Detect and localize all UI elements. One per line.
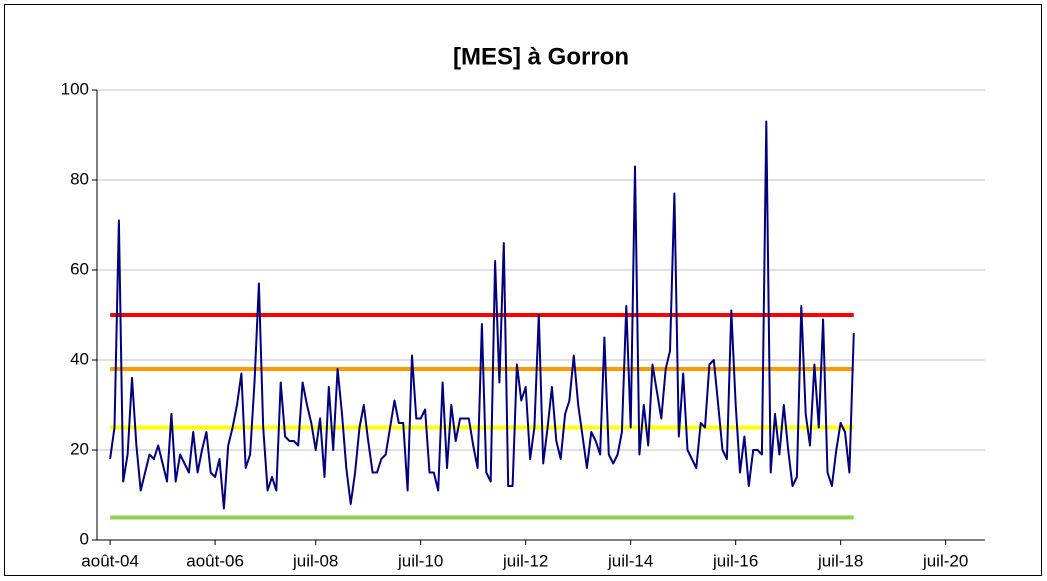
x-tick-label: juil-08 bbox=[292, 551, 338, 570]
y-tick-label: 60 bbox=[70, 259, 89, 278]
x-tick-label: juil-10 bbox=[397, 551, 443, 570]
x-tick-label: juil-12 bbox=[502, 551, 548, 570]
x-tick-label: août-06 bbox=[186, 551, 244, 570]
x-tick-label: juil-20 bbox=[922, 551, 968, 570]
y-tick-label: 80 bbox=[70, 169, 89, 188]
x-tick-label: août-04 bbox=[81, 551, 139, 570]
chart-title: [MES] à Gorron bbox=[453, 43, 629, 70]
y-tick-label: 20 bbox=[70, 439, 89, 458]
y-tick-label: 100 bbox=[61, 79, 89, 98]
x-tick-label: juil-16 bbox=[712, 551, 758, 570]
chart-border bbox=[4, 4, 1042, 576]
x-tick-label: juil-18 bbox=[817, 551, 863, 570]
y-tick-label: 40 bbox=[70, 349, 89, 368]
x-tick-label: juil-14 bbox=[607, 551, 653, 570]
data-line bbox=[109, 120, 855, 510]
y-tick-label: 0 bbox=[80, 529, 89, 548]
